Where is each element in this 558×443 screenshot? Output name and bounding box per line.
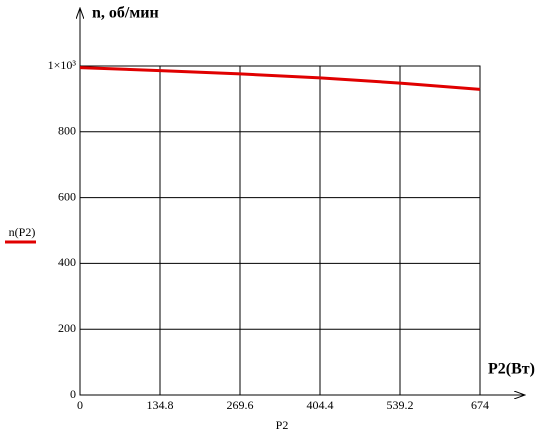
x-tick-label: 674 [471, 398, 489, 412]
data-line [79, 66, 481, 91]
x-variable-label: P2 [276, 418, 289, 432]
y-tick-label: 400 [58, 255, 76, 269]
x-tick-label: 539.2 [387, 398, 414, 412]
x-tick-label: 0 [77, 398, 83, 412]
y-tick-label: 1×10³ [48, 58, 77, 72]
y-axis-title: n, об/мин [92, 5, 159, 22]
y-tick-label: 600 [58, 189, 76, 203]
legend-label: n(P2) [9, 225, 36, 239]
y-tick-label: 200 [58, 321, 76, 335]
y-tick-label: 800 [58, 124, 76, 138]
plot-frame [79, 65, 481, 396]
x-tick-label: 404.4 [307, 398, 334, 412]
x-tick-label: 269.6 [227, 398, 254, 412]
x-axis-title: P2(Вт) [488, 361, 535, 378]
x-tick-label: 134.8 [147, 398, 174, 412]
y-tick-label: 0 [70, 387, 76, 401]
